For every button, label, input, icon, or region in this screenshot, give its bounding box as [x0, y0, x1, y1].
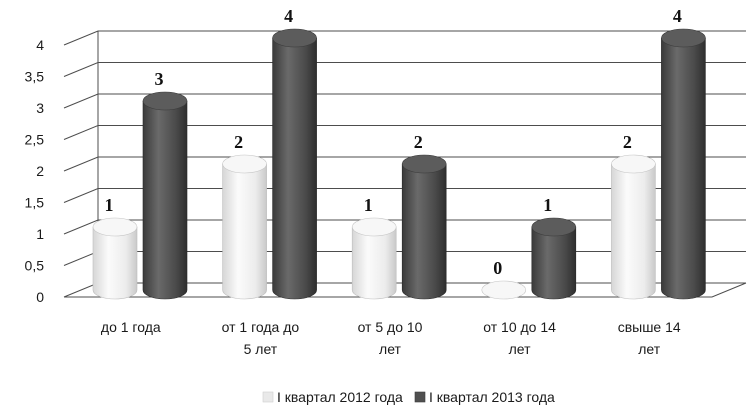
data-label: 4 [284, 6, 293, 26]
legend-label: I квартал 2013 года [429, 389, 555, 405]
bar-body [142, 100, 188, 300]
y-axis-tick-labels: 0 0,5 1 1,5 2 2,5 3 3,5 4 [25, 37, 45, 305]
y-tick-label: 4 [36, 37, 44, 53]
category-label: до 1 года [101, 319, 161, 335]
y-tick-label: 0,5 [25, 258, 45, 274]
category-label: от 1 года до [222, 319, 300, 335]
legend-label: I квартал 2012 года [277, 389, 403, 405]
y-tick-label: 3,5 [25, 69, 45, 85]
data-label: 0 [493, 258, 502, 278]
bar-body [92, 226, 138, 300]
bar-top [351, 217, 397, 237]
bar: 0 [481, 258, 527, 300]
bar: 4 [272, 6, 317, 300]
data-label: 1 [543, 195, 552, 215]
legend-item: I квартал 2012 года [262, 389, 403, 405]
bar: 1 [351, 195, 397, 300]
bars: 1 3 2 4 1 2 0 1 2 4 [92, 6, 706, 300]
legend-swatch [414, 391, 426, 403]
bar-top [481, 280, 527, 300]
bar-top [92, 217, 138, 237]
category-label: лет [638, 341, 660, 357]
category-label: от 10 до 14 [483, 319, 556, 335]
bar-body [401, 163, 447, 300]
category-label: лет [509, 341, 531, 357]
bar: 1 [92, 195, 138, 300]
bar-top [142, 91, 188, 111]
bar-body [272, 37, 317, 300]
bar-body [611, 163, 656, 300]
y-tick-label: 2,5 [25, 132, 45, 148]
legend-item: I квартал 2013 года [414, 389, 555, 405]
bar-body [222, 163, 267, 300]
category-label: от 5 до 10 [358, 319, 423, 335]
bar: 3 [142, 69, 188, 300]
data-label: 1 [364, 195, 373, 215]
y-tick-label: 0 [36, 289, 44, 305]
bar-top [531, 217, 577, 237]
bar: 1 [531, 195, 577, 300]
bar: 2 [222, 132, 267, 300]
category-label: лет [379, 341, 401, 357]
category-label: свыше 14 [618, 319, 681, 335]
y-tick-label: 1,5 [25, 195, 45, 211]
data-label: 2 [414, 132, 423, 152]
data-label: 3 [155, 69, 164, 89]
category-label: 5 лет [244, 341, 278, 357]
bar-top [661, 28, 706, 48]
bar-top [272, 28, 317, 48]
y-tick-label: 1 [36, 226, 44, 242]
data-label: 1 [105, 195, 114, 215]
y-tick-label: 3 [36, 100, 44, 116]
bar: 4 [661, 6, 706, 300]
bar-top [401, 154, 447, 174]
data-label: 2 [234, 132, 243, 152]
x-axis-category-labels: до 1 года от 1 года до 5 лет от 5 до 10 лет о… [101, 319, 681, 357]
data-label: 2 [623, 132, 632, 152]
bar-top [222, 154, 267, 174]
bar-body [351, 226, 397, 300]
bar: 2 [611, 132, 656, 300]
gridline [63, 62, 746, 77]
bar-body [531, 226, 577, 300]
bar: 2 [401, 132, 447, 300]
gridline [63, 30, 746, 46]
y-tick-label: 2 [36, 163, 44, 179]
legend-swatch [262, 391, 274, 403]
bar-top [611, 154, 656, 174]
legend: I квартал 2012 года I квартал 2013 года [262, 389, 555, 405]
bar-body [661, 37, 706, 300]
data-label: 4 [673, 6, 682, 26]
